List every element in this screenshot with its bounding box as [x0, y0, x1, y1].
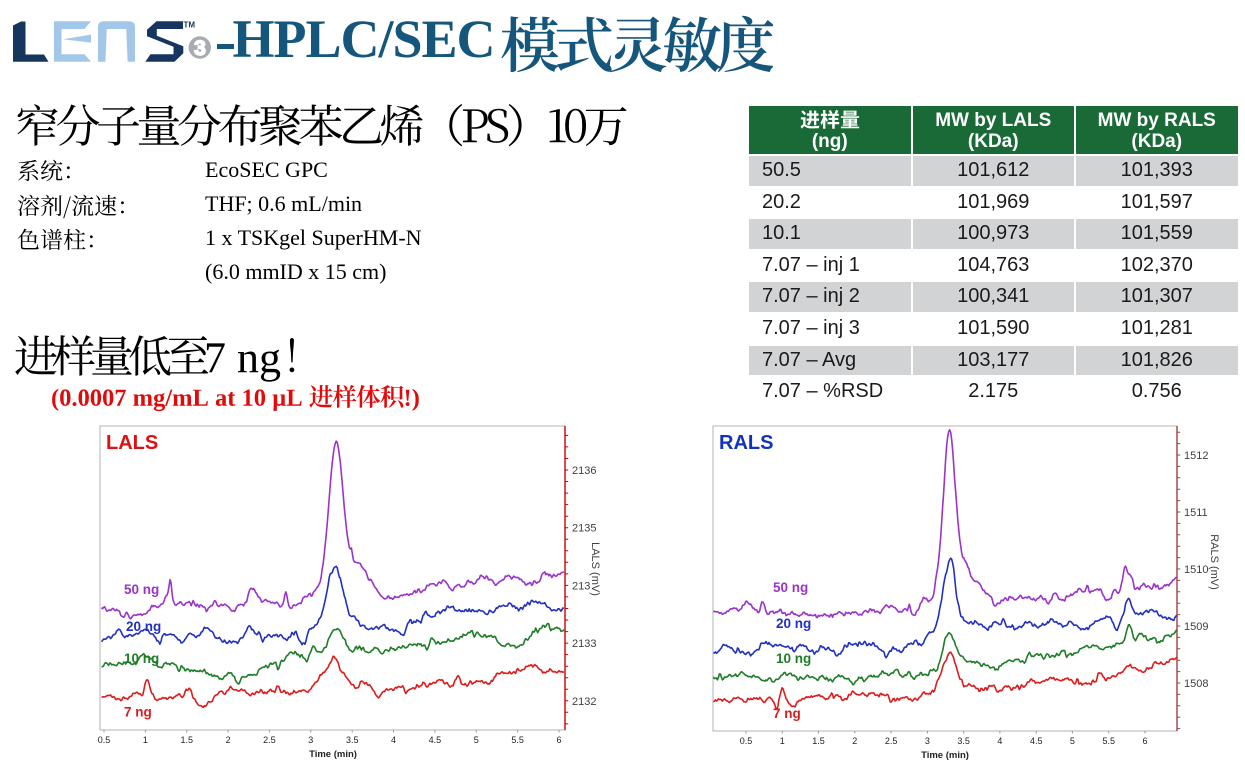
svg-text:LALS (mV): LALS (mV) [589, 542, 601, 596]
svg-text:1512: 1512 [1184, 450, 1208, 462]
svg-text:1509: 1509 [1184, 621, 1208, 633]
svg-text:LALS: LALS [106, 432, 158, 454]
svg-text:Time (min): Time (min) [921, 750, 969, 761]
svg-text:4.5: 4.5 [429, 735, 442, 745]
svg-text:1: 1 [143, 735, 148, 745]
svg-text:6: 6 [556, 735, 561, 745]
svg-text:2: 2 [852, 736, 857, 746]
svg-text:7 ng: 7 ng [124, 705, 152, 720]
svg-text:5: 5 [1070, 736, 1075, 746]
svg-text:7 ng: 7 ng [773, 706, 801, 721]
svg-text:3: 3 [925, 736, 930, 746]
svg-text:4: 4 [391, 735, 396, 745]
svg-text:4: 4 [997, 736, 1002, 746]
svg-text:1.5: 1.5 [180, 735, 193, 745]
svg-text:3.5: 3.5 [957, 736, 970, 746]
svg-text:3.5: 3.5 [346, 735, 359, 745]
svg-text:50 ng: 50 ng [124, 582, 159, 597]
svg-text:1511: 1511 [1184, 507, 1208, 519]
svg-text:2: 2 [226, 735, 231, 745]
svg-text:2.5: 2.5 [263, 735, 276, 745]
svg-text:5.5: 5.5 [1102, 736, 1115, 746]
svg-text:20 ng: 20 ng [776, 616, 811, 631]
svg-text:10 ng: 10 ng [124, 651, 159, 666]
svg-text:TM: TM [184, 21, 196, 30]
svg-text:10 ng: 10 ng [776, 651, 811, 666]
svg-text:50 ng: 50 ng [773, 580, 808, 595]
svg-text:2135: 2135 [572, 523, 596, 535]
svg-text:Time (min): Time (min) [309, 749, 357, 760]
svg-text:RALS: RALS [719, 432, 773, 454]
svg-text:RALS (mV): RALS (mV) [1208, 534, 1220, 590]
svg-text:1: 1 [780, 736, 785, 746]
svg-text:5: 5 [474, 735, 479, 745]
svg-text:2.5: 2.5 [885, 736, 898, 746]
svg-text:3: 3 [194, 37, 206, 60]
svg-text:1510: 1510 [1184, 564, 1208, 576]
svg-text:0.5: 0.5 [740, 736, 753, 746]
svg-text:1508: 1508 [1184, 678, 1208, 690]
svg-text:5.5: 5.5 [511, 735, 524, 745]
svg-text:3: 3 [308, 735, 313, 745]
svg-text:2132: 2132 [572, 696, 596, 708]
svg-text:20 ng: 20 ng [126, 619, 161, 634]
svg-text:0.5: 0.5 [98, 735, 111, 745]
svg-text:6: 6 [1142, 736, 1147, 746]
svg-text:4.5: 4.5 [1030, 736, 1043, 746]
svg-text:2133: 2133 [572, 638, 596, 650]
svg-text:1.5: 1.5 [812, 736, 825, 746]
svg-text:213: 213 [572, 580, 590, 592]
svg-text:2136: 2136 [572, 465, 596, 477]
